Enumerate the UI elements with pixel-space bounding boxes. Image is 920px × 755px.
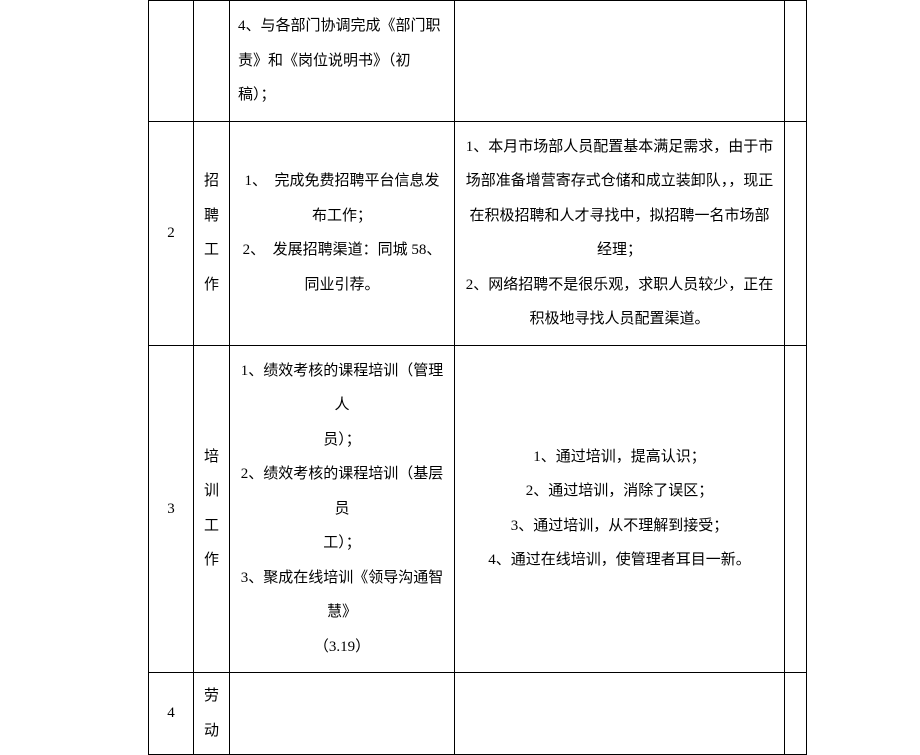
document-page: 4、与各部门协调完成《部门职责》和《岗位说明书》（初稿）； 2 招 聘 工 作 … [0, 0, 920, 755]
char: 劳 [198, 679, 225, 714]
category-text: 培 训 工 作 [198, 440, 225, 578]
cell-category [194, 1, 230, 122]
category-text: 招 聘 工 作 [198, 164, 225, 302]
line: 2、 发展招聘渠道：同城 58、 [238, 233, 446, 268]
line: 1、 完成免费招聘平台信息发 [238, 164, 446, 199]
cell-end [785, 121, 807, 345]
line: 2、网络招聘不是很乐观，求职人员较少，正在 [463, 268, 776, 303]
line: （3.19） [238, 630, 446, 665]
line: 同业引荐。 [238, 268, 446, 303]
line: 3、聚成在线培训《领导沟通智慧》 [238, 561, 446, 630]
cell-index: 2 [149, 121, 194, 345]
cell-note: 1、通过培训，提高认识； 2、通过培训，消除了误区； 3、通过培训，从不理解到接… [455, 345, 785, 673]
cell-end [785, 1, 807, 122]
table-row: 4 劳 动 [149, 673, 807, 755]
cell-note [455, 1, 785, 122]
cell-task: 4、与各部门协调完成《部门职责》和《岗位说明书》（初稿）； [230, 1, 455, 122]
char: 动 [198, 714, 225, 749]
line: 1、通过培训，提高认识； [463, 440, 776, 475]
work-table: 4、与各部门协调完成《部门职责》和《岗位说明书》（初稿）； 2 招 聘 工 作 … [148, 0, 807, 755]
line: 2、绩效考核的课程培训（基层员 [238, 457, 446, 526]
char: 作 [198, 268, 225, 303]
cell-index [149, 1, 194, 122]
char: 培 [198, 440, 225, 475]
char: 训 [198, 474, 225, 509]
table-row: 4、与各部门协调完成《部门职责》和《岗位说明书》（初稿）； [149, 1, 807, 122]
char: 工 [198, 509, 225, 544]
cell-note: 1、本月市场部人员配置基本满足需求，由于市 场部准备增营寄存式仓储和成立装卸队，… [455, 121, 785, 345]
category-text: 劳 动 [198, 679, 225, 748]
line: 积极地寻找人员配置渠道。 [463, 302, 776, 337]
line: 3、通过培训，从不理解到接受； [463, 509, 776, 544]
char: 作 [198, 543, 225, 578]
line: 4、通过在线培训，使管理者耳目一新。 [463, 543, 776, 578]
cell-category: 劳 动 [194, 673, 230, 755]
cell-task: 1、绩效考核的课程培训（管理人 员）； 2、绩效考核的课程培训（基层员 工）； … [230, 345, 455, 673]
cell-index: 4 [149, 673, 194, 755]
line: 员）； [238, 423, 446, 458]
cell-note [455, 673, 785, 755]
cell-end [785, 673, 807, 755]
line: 工）； [238, 526, 446, 561]
table-row: 3 培 训 工 作 1、绩效考核的课程培训（管理人 员）； 2、绩效考核的课程培… [149, 345, 807, 673]
line: 1、绩效考核的课程培训（管理人 [238, 354, 446, 423]
char: 聘 [198, 199, 225, 234]
line: 2、通过培训，消除了误区； [463, 474, 776, 509]
line: 场部准备增营寄存式仓储和成立装卸队，，现正 [463, 164, 776, 199]
line: 经理； [463, 233, 776, 268]
char: 招 [198, 164, 225, 199]
char: 工 [198, 233, 225, 268]
line: 布工作； [238, 199, 446, 234]
cell-task [230, 673, 455, 755]
cell-category: 培 训 工 作 [194, 345, 230, 673]
line: 1、本月市场部人员配置基本满足需求，由于市 [463, 130, 776, 165]
cell-category: 招 聘 工 作 [194, 121, 230, 345]
table-row: 2 招 聘 工 作 1、 完成免费招聘平台信息发 布工作； 2、 发展招聘渠道：… [149, 121, 807, 345]
cell-task: 1、 完成免费招聘平台信息发 布工作； 2、 发展招聘渠道：同城 58、 同业引… [230, 121, 455, 345]
cell-end [785, 345, 807, 673]
cell-index: 3 [149, 345, 194, 673]
line: 在积极招聘和人才寻找中，拟招聘一名市场部 [463, 199, 776, 234]
